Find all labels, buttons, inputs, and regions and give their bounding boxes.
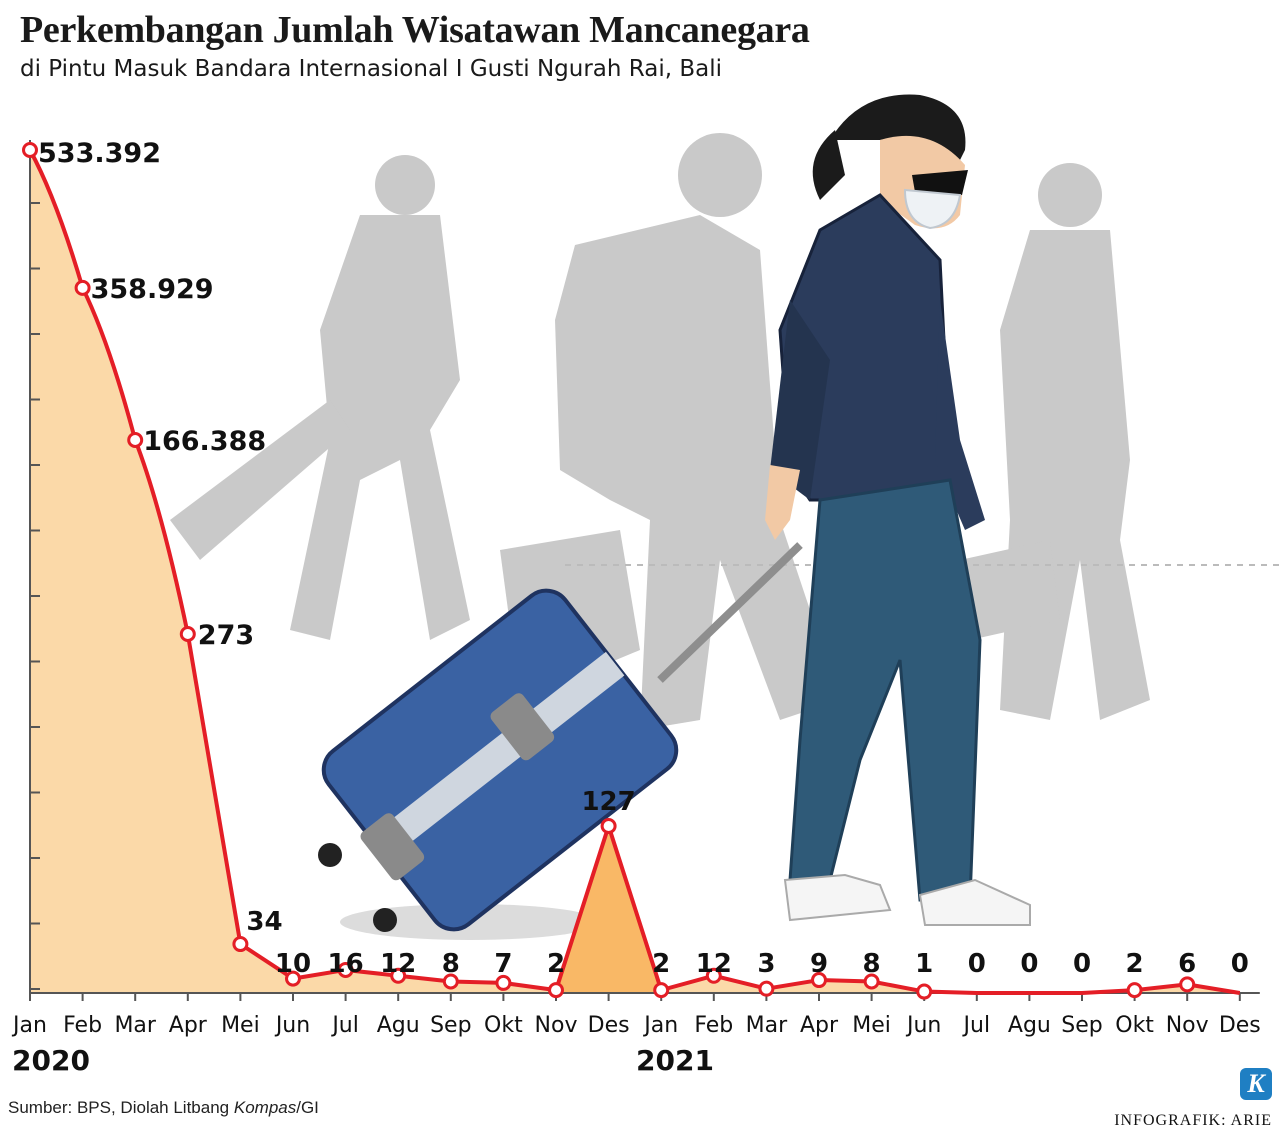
x-tick-label: Jul <box>962 1013 991 1038</box>
area-2020 <box>30 150 556 993</box>
area-2021 <box>661 975 1240 993</box>
year-label-2020: 2020 <box>12 1044 90 1077</box>
x-tick-label: Jan <box>642 1013 678 1038</box>
x-tick-label: Okt <box>1115 1013 1154 1038</box>
kompas-logo-icon: K <box>1240 1068 1272 1100</box>
data-label: 0 <box>968 949 986 979</box>
data-label: 2 <box>652 949 670 979</box>
chart-subtitle: di Pintu Masuk Bandara Internasional I G… <box>20 56 722 82</box>
data-point-marker <box>758 980 775 997</box>
x-tick-label: Sep <box>430 1013 471 1038</box>
x-tick-label: Feb <box>694 1013 733 1038</box>
silhouette-right-figure <box>960 163 1150 720</box>
data-label: 12 <box>696 949 732 979</box>
data-point-marker <box>705 967 722 984</box>
suitcase-icon <box>318 542 803 932</box>
data-label: 34 <box>246 907 282 937</box>
data-label: 8 <box>442 949 460 979</box>
chart-title: Perkembangan Jumlah Wisatawan Mancanegar… <box>20 9 810 51</box>
x-tick-label: Jun <box>905 1013 941 1038</box>
chart-area-fills <box>30 150 1240 993</box>
data-point-marker <box>1179 976 1196 993</box>
x-tick-labels: Jan Feb Mar Apr Mei Jun Jul Agu Sep Okt Nov Des Jan F… <box>11 1013 1261 1038</box>
data-point-marker <box>495 974 512 991</box>
data-point-marker <box>74 279 91 296</box>
woman-traveler-icon <box>765 94 1031 926</box>
x-tick-label: Agu <box>1008 1013 1051 1038</box>
x-tick-label: Agu <box>377 1013 420 1038</box>
data-label: 9 <box>810 949 828 979</box>
x-tick-label: Nov <box>535 1013 578 1038</box>
source-note: Sumber: BPS, Diolah Litbang Kompas/GI <box>8 1098 319 1118</box>
x-tick-label: Mar <box>746 1013 788 1038</box>
x-tick-label: Jan <box>11 1013 47 1038</box>
x-tick-label: Okt <box>484 1013 523 1038</box>
traveler-illustration <box>170 94 1280 940</box>
data-label: 12 <box>380 949 416 979</box>
x-tick-label: Apr <box>800 1013 839 1038</box>
data-point-marker <box>1126 982 1143 999</box>
data-point-marker <box>232 936 249 953</box>
data-label: 2 <box>1126 949 1144 979</box>
data-point-marker <box>127 432 144 448</box>
data-label: 533.392 <box>38 138 161 169</box>
x-tick-label: Mar <box>114 1013 156 1038</box>
data-label: 2 <box>547 949 565 979</box>
x-tick-label: Des <box>588 1013 630 1038</box>
year-label-2021: 2021 <box>636 1044 714 1077</box>
data-label: 6 <box>1178 949 1196 979</box>
data-label: 0 <box>1231 949 1249 979</box>
silhouette-left-figure <box>170 155 470 640</box>
source-text: Sumber: BPS, Diolah Litbang <box>8 1098 234 1117</box>
x-tick-label: Mei <box>221 1013 260 1038</box>
data-label: 16 <box>328 949 364 979</box>
data-label: 8 <box>863 949 881 979</box>
data-point-marker <box>916 983 933 1000</box>
data-label: 127 <box>581 787 635 817</box>
data-label: 3 <box>757 949 775 979</box>
data-label: 10 <box>275 949 311 979</box>
data-point-marker <box>337 961 354 978</box>
data-point-marker <box>863 973 880 990</box>
data-label: 1 <box>915 949 933 979</box>
x-tick-label: Mei <box>852 1013 891 1038</box>
x-tick-label: Des <box>1219 1013 1261 1038</box>
x-tick-label: Jun <box>274 1013 310 1038</box>
data-label: 0 <box>1073 949 1091 979</box>
data-point-marker <box>811 972 827 989</box>
data-label: 0 <box>1020 949 1038 979</box>
data-point-marker <box>285 970 301 987</box>
data-point-marker <box>442 973 459 990</box>
area-dec-2020-peak <box>556 826 662 993</box>
data-point-marker <box>179 626 196 642</box>
data-point-marker <box>548 982 564 999</box>
source-suffix: /GI <box>296 1098 319 1117</box>
data-markers <box>22 142 1196 1000</box>
data-label: 166.388 <box>143 426 266 457</box>
data-label: 358.929 <box>91 274 214 305</box>
x-tick-label: Apr <box>169 1013 208 1038</box>
infographic-credit: INFOGRAFIK: ARIE <box>1114 1112 1272 1129</box>
data-point-marker <box>653 982 670 999</box>
x-tick-label: Nov <box>1166 1013 1209 1038</box>
x-tick-label: Feb <box>63 1013 102 1038</box>
x-tick-label: Jul <box>330 1013 359 1038</box>
series-line <box>28 149 1241 995</box>
x-tick-label: Sep <box>1061 1013 1102 1038</box>
data-point-marker <box>22 142 38 158</box>
data-point-marker <box>390 967 407 984</box>
source-italic: Kompas <box>233 1098 297 1117</box>
data-point-marker <box>600 818 617 834</box>
data-label: 273 <box>198 620 254 651</box>
data-label: 7 <box>494 949 512 979</box>
